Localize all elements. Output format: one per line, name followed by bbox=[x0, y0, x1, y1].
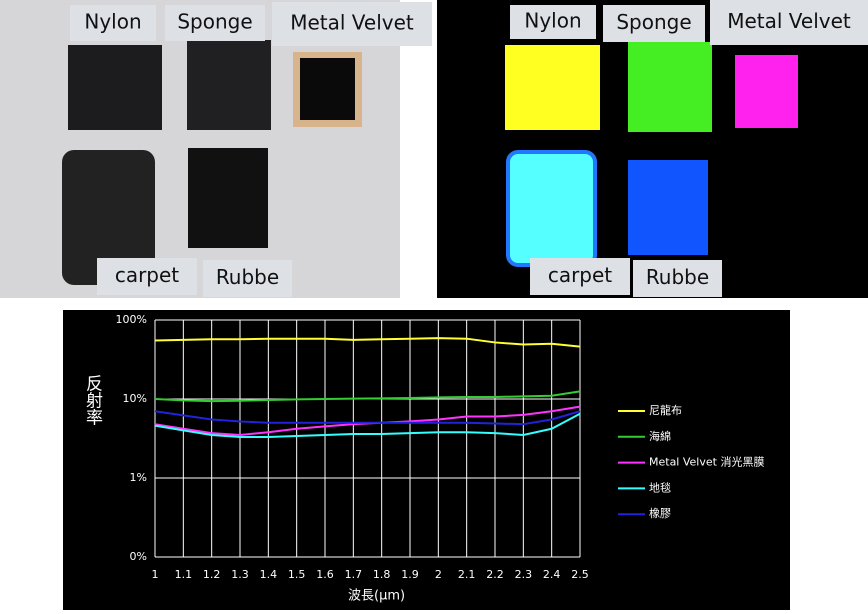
x-tick-label: 1.2 bbox=[203, 568, 221, 581]
x-tick-label: 2 bbox=[435, 568, 442, 581]
x-tick-label: 2.1 bbox=[458, 568, 476, 581]
x-tick-label: 2.2 bbox=[486, 568, 504, 581]
legend-label: 地毯 bbox=[649, 480, 671, 494]
y-axis-label: 反射率 bbox=[82, 374, 103, 425]
chart-bg bbox=[63, 310, 790, 610]
photo-label: carpet bbox=[548, 263, 612, 287]
x-tick-label: 1.8 bbox=[373, 568, 391, 581]
x-tick-label: 2.4 bbox=[543, 568, 561, 581]
legend-label: 海綿 bbox=[649, 429, 671, 443]
y-tick-label: 100% bbox=[116, 313, 147, 326]
x-tick-label: 1.1 bbox=[175, 568, 193, 581]
x-tick-label: 1.5 bbox=[288, 568, 306, 581]
velvet-sample bbox=[300, 58, 355, 120]
photo-label: Sponge bbox=[616, 10, 691, 34]
sponge-class bbox=[628, 42, 712, 132]
x-tick-label: 1.4 bbox=[260, 568, 278, 581]
label-box bbox=[710, 0, 868, 45]
photo-label: Sponge bbox=[177, 10, 252, 34]
x-tick-label: 1 bbox=[152, 568, 159, 581]
nylon-class bbox=[505, 45, 600, 130]
label-box bbox=[70, 5, 156, 41]
velvet-class bbox=[735, 55, 798, 128]
photo-label: Rubbe bbox=[646, 265, 709, 289]
label-box bbox=[272, 2, 432, 46]
photo-label: Metal Velvet bbox=[727, 9, 851, 33]
y-tick-label: 1% bbox=[130, 471, 147, 484]
legend-label: 橡膠 bbox=[649, 507, 671, 520]
label-box bbox=[633, 260, 722, 297]
x-tick-label: 1.9 bbox=[401, 568, 419, 581]
series-line bbox=[154, 412, 581, 439]
photo-label: Metal Velvet bbox=[290, 11, 414, 35]
x-tick-label: 1.7 bbox=[345, 568, 363, 581]
series-line bbox=[154, 390, 581, 403]
x-tick-label: 1.6 bbox=[316, 568, 334, 581]
rubber-class bbox=[628, 160, 708, 255]
legend-label: 尼龍布 bbox=[649, 403, 682, 417]
label-box bbox=[165, 5, 265, 41]
x-tick-label: 2.5 bbox=[571, 568, 589, 581]
y-tick-label: 10% bbox=[123, 392, 147, 405]
series-line bbox=[154, 410, 581, 426]
label-box bbox=[510, 5, 596, 39]
carpet-class bbox=[506, 150, 597, 267]
sponge-sample bbox=[187, 40, 271, 130]
x-tick-label: 2.3 bbox=[515, 568, 533, 581]
label-box bbox=[530, 258, 630, 295]
label-box bbox=[203, 260, 292, 297]
photo-label: Nylon bbox=[524, 9, 581, 33]
rubber-sample bbox=[188, 148, 268, 248]
carpet-sample bbox=[62, 150, 155, 285]
label-box bbox=[97, 258, 197, 295]
x-tick-label: 1.3 bbox=[231, 568, 249, 581]
legend-label: Metal Velvet 消光黑膜 bbox=[649, 455, 764, 469]
photo-label: Rubbe bbox=[216, 265, 279, 289]
photo-label: Nylon bbox=[84, 10, 141, 34]
series-line bbox=[154, 337, 581, 348]
y-tick-label: 0% bbox=[130, 550, 147, 563]
x-axis-label: 波長(μm) bbox=[348, 589, 405, 604]
nylon-sample bbox=[68, 45, 162, 130]
photo-label: carpet bbox=[115, 263, 179, 287]
label-box bbox=[603, 5, 705, 42]
